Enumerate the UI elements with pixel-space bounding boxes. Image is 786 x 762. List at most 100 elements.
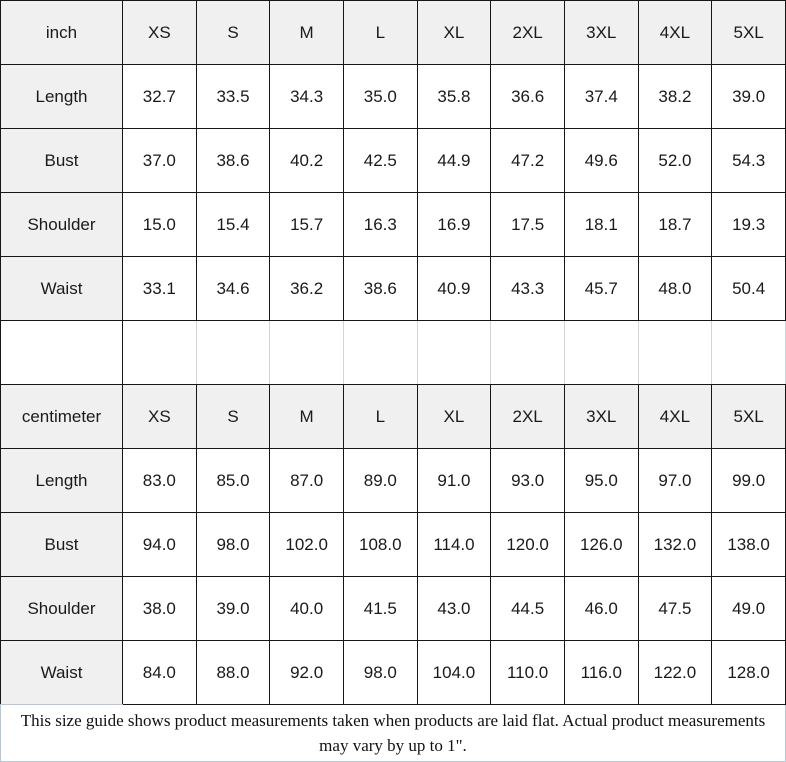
measurement-value: 18.7 (637, 192, 713, 257)
spacer-cell (269, 320, 344, 385)
measurement-value: 48.0 (637, 256, 713, 321)
measurement-value: 99.0 (711, 448, 786, 513)
measurement-value: 98.0 (342, 640, 418, 705)
measurement-value: 88.0 (195, 640, 271, 705)
measurement-label: Shoulder (0, 576, 123, 641)
size-header: XS (122, 384, 197, 449)
size-header: XL (416, 0, 492, 65)
size-header: 2XL (490, 0, 565, 65)
measurement-value: 126.0 (563, 512, 639, 577)
measurement-label: Waist (0, 256, 123, 321)
measurement-value: 17.5 (490, 192, 565, 257)
measurement-value: 40.2 (269, 128, 344, 193)
measurement-value: 85.0 (195, 448, 271, 513)
measurement-value: 38.6 (195, 128, 271, 193)
measurement-value: 116.0 (563, 640, 639, 705)
measurement-value: 87.0 (269, 448, 344, 513)
measurement-value: 38.6 (342, 256, 418, 321)
measurement-value: 44.9 (416, 128, 492, 193)
size-header: L (342, 0, 418, 65)
measurement-value: 41.5 (342, 576, 418, 641)
footer-note: This size guide shows product measuremen… (0, 705, 786, 762)
measurement-value: 34.6 (195, 256, 271, 321)
spacer-cell (195, 320, 271, 385)
measurement-value: 122.0 (637, 640, 713, 705)
size-header: 5XL (711, 0, 786, 65)
measurement-value: 18.1 (563, 192, 639, 257)
measurement-value: 120.0 (490, 512, 565, 577)
measurement-value: 15.4 (195, 192, 271, 257)
unit-label-centimeter: centimeter (0, 384, 123, 449)
measurement-value: 43.0 (416, 576, 492, 641)
size-header: 3XL (563, 0, 639, 65)
measurement-label: Shoulder (0, 192, 123, 257)
measurement-value: 93.0 (490, 448, 565, 513)
measurement-value: 114.0 (416, 512, 492, 577)
measurement-row-shoulder-cm: Shoulder 38.0 39.0 40.0 41.5 43.0 44.5 4… (0, 576, 786, 641)
measurement-value: 36.2 (269, 256, 344, 321)
measurement-label: Length (0, 64, 123, 129)
measurement-value: 84.0 (122, 640, 197, 705)
spacer-cell (563, 320, 639, 385)
measurement-row-length-inch: Length 32.7 33.5 34.3 35.0 35.8 36.6 37.… (0, 64, 786, 129)
measurement-value: 108.0 (342, 512, 418, 577)
measurement-value: 102.0 (269, 512, 344, 577)
measurement-value: 47.2 (490, 128, 565, 193)
measurement-label: Length (0, 448, 123, 513)
measurement-value: 38.0 (122, 576, 197, 641)
measurement-value: 132.0 (637, 512, 713, 577)
size-header: S (195, 0, 271, 65)
measurement-value: 97.0 (637, 448, 713, 513)
measurement-value: 34.3 (269, 64, 344, 129)
measurement-value: 35.0 (342, 64, 418, 129)
measurement-value: 32.7 (122, 64, 197, 129)
size-header: XS (122, 0, 197, 65)
measurement-value: 40.0 (269, 576, 344, 641)
spacer-cell (416, 320, 492, 385)
measurement-value: 44.5 (490, 576, 565, 641)
measurement-value: 98.0 (195, 512, 271, 577)
measurement-value: 52.0 (637, 128, 713, 193)
measurement-value: 39.0 (195, 576, 271, 641)
measurement-value: 38.2 (637, 64, 713, 129)
measurement-label: Bust (0, 512, 123, 577)
measurement-value: 138.0 (711, 512, 786, 577)
size-header: 4XL (637, 384, 713, 449)
measurement-value: 92.0 (269, 640, 344, 705)
measurement-value: 89.0 (342, 448, 418, 513)
size-header: L (342, 384, 418, 449)
measurement-value: 37.0 (122, 128, 197, 193)
size-header: M (269, 384, 344, 449)
measurement-value: 104.0 (416, 640, 492, 705)
measurement-label: Bust (0, 128, 123, 193)
measurement-value: 39.0 (711, 64, 786, 129)
measurement-value: 49.0 (711, 576, 786, 641)
measurement-value: 19.3 (711, 192, 786, 257)
measurement-value: 50.4 (711, 256, 786, 321)
measurement-label: Waist (0, 640, 123, 705)
size-header: 3XL (563, 384, 639, 449)
measurement-value: 45.7 (563, 256, 639, 321)
size-header: M (269, 0, 344, 65)
measurement-value: 33.1 (122, 256, 197, 321)
measurement-row-bust-cm: Bust 94.0 98.0 102.0 108.0 114.0 120.0 1… (0, 512, 786, 577)
measurement-value: 43.3 (490, 256, 565, 321)
size-header: 2XL (490, 384, 565, 449)
measurement-value: 95.0 (563, 448, 639, 513)
size-header: S (195, 384, 271, 449)
size-guide-table: inch XS S M L XL 2XL 3XL 4XL 5XL Length … (0, 0, 786, 705)
measurement-value: 16.9 (416, 192, 492, 257)
measurement-row-waist-cm: Waist 84.0 88.0 92.0 98.0 104.0 110.0 11… (0, 640, 786, 705)
size-header: XL (416, 384, 492, 449)
measurement-value: 54.3 (711, 128, 786, 193)
measurement-value: 94.0 (122, 512, 197, 577)
size-header-row-centimeter: centimeter XS S M L XL 2XL 3XL 4XL 5XL (0, 384, 786, 449)
measurement-value: 83.0 (122, 448, 197, 513)
measurement-value: 40.9 (416, 256, 492, 321)
size-header: 5XL (711, 384, 786, 449)
unit-label-inch: inch (0, 0, 123, 65)
spacer-row (0, 320, 786, 385)
measurement-row-bust-inch: Bust 37.0 38.6 40.2 42.5 44.9 47.2 49.6 … (0, 128, 786, 193)
spacer-cell (122, 320, 197, 385)
measurement-value: 16.3 (342, 192, 418, 257)
